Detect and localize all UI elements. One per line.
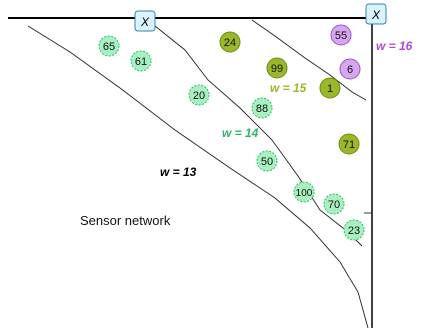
sensor-node-71: 71 [338, 133, 360, 155]
sensor-node-label: 100 [296, 188, 313, 199]
sensor-node-label: 50 [261, 156, 273, 168]
sensor-node-label: 23 [348, 225, 360, 237]
sensor-node-circle [319, 77, 341, 99]
sensor-node-label: 88 [256, 103, 268, 115]
marker-x-corner: X [365, 3, 387, 25]
sensor-node-100: 100 [293, 181, 315, 203]
boundary-label-w15: w = 15 [270, 81, 307, 95]
sensor-node-circle [323, 193, 345, 215]
sensor-node-label: 24 [224, 37, 236, 49]
sensor-node-circle [130, 50, 152, 72]
caption-sensor-network: Sensor network [80, 213, 171, 228]
sensor-node-circle [339, 58, 361, 80]
sensor-node-label: 55 [335, 30, 347, 42]
sensor-node-circle [343, 219, 365, 241]
sensor-node-circle [338, 133, 360, 155]
sensor-node-50: 50 [256, 150, 278, 172]
sensor-node-label: 6 [347, 64, 353, 76]
boundary-curve-w15 [251, 19, 367, 101]
sensor-node-65: 65 [98, 35, 120, 57]
sensor-node-label: 70 [328, 199, 340, 211]
sensor-node-55: 55 [330, 24, 352, 46]
sensor-node-23: 23 [343, 219, 365, 241]
sensor-node-88: 88 [251, 97, 273, 119]
boundary-curve-outer [27, 25, 369, 329]
marker-x-top-label: X [140, 15, 150, 29]
sensor-node-1: 1 [319, 77, 341, 99]
sensor-node-circle [219, 31, 241, 53]
sensor-node-label: 61 [135, 56, 147, 68]
sensor-node-label: 1 [327, 83, 333, 95]
sensor-node-circle [266, 57, 288, 79]
sensor-node-circle [330, 24, 352, 46]
marker-x-corner-label: X [371, 8, 381, 22]
boundary-curve-w14 [149, 21, 363, 247]
sensor-node-6: 6 [339, 58, 361, 80]
sensor-node-circle [98, 35, 120, 57]
sensor-node-label: 71 [343, 139, 355, 151]
sensor-node-label: 99 [271, 63, 283, 75]
sensor-node-70: 70 [323, 193, 345, 215]
sensor-node-circle [256, 150, 278, 172]
sensor-node-label: 20 [193, 90, 205, 102]
sensor-node-99: 99 [266, 57, 288, 79]
sensor-node-circle [251, 97, 273, 119]
sensor-node-24: 24 [219, 31, 241, 53]
sensor-node-label: 65 [103, 41, 115, 53]
sensor-node-circle [188, 84, 210, 106]
boundary-label-w16: w = 16 [376, 39, 413, 53]
boundary-label-w14: w = 14 [222, 126, 259, 140]
marker-x-top: X [134, 10, 156, 32]
boundary-label-w13: w = 13 [160, 165, 197, 179]
sensor-node-circle [293, 181, 315, 203]
sensor-node-61: 61 [130, 50, 152, 72]
sensor-node-20: 20 [188, 84, 210, 106]
